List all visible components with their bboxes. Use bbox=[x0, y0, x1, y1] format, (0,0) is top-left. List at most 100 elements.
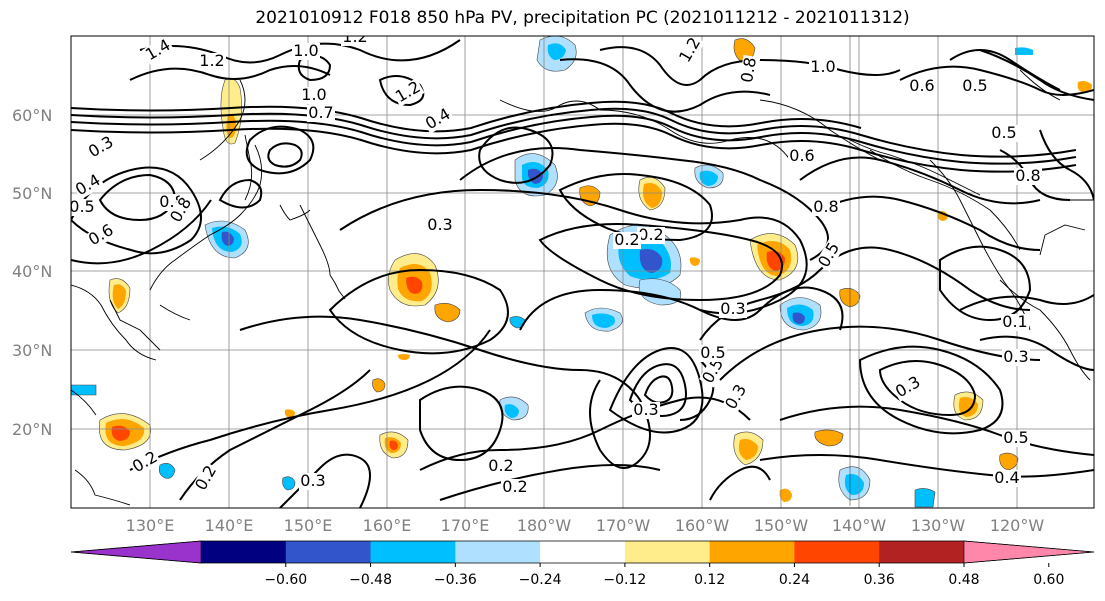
precip-area bbox=[914, 488, 936, 508]
pv-contour bbox=[478, 126, 554, 184]
contour-label: 0.5 bbox=[1003, 428, 1028, 447]
coastline bbox=[849, 139, 981, 196]
colorbar-segment bbox=[540, 541, 626, 563]
lat-label: 40°N bbox=[12, 262, 52, 281]
colorbar-segment bbox=[201, 541, 287, 563]
coastline bbox=[244, 134, 253, 201]
contour-label-bg bbox=[719, 301, 747, 318]
lon-label: 170°E bbox=[441, 516, 490, 535]
precip-area bbox=[282, 476, 296, 491]
lat-label: 30°N bbox=[12, 341, 52, 360]
pv-contour bbox=[899, 65, 1094, 96]
lon-label: 150°W bbox=[754, 516, 809, 535]
contour-label-bg bbox=[815, 238, 844, 272]
colorbar: −0.60 −0.48 −0.36 −0.24 −0.12 0.12 0.24 0.36 0.4… bbox=[70, 540, 1095, 588]
pv-contours bbox=[71, 39, 1094, 508]
lon-label: 120°W bbox=[990, 516, 1045, 535]
contour-label-bg bbox=[141, 36, 175, 65]
contour-label-bg bbox=[699, 345, 727, 362]
lon-label: 170°W bbox=[596, 516, 651, 535]
coastline bbox=[329, 274, 346, 300]
coastline bbox=[299, 204, 331, 276]
lat-label: 60°N bbox=[12, 106, 52, 125]
pv-contour bbox=[979, 49, 1094, 101]
colorbar-segment bbox=[709, 541, 795, 563]
coastline bbox=[199, 79, 246, 161]
pv-contour bbox=[979, 335, 1094, 371]
contour-label-bg bbox=[299, 473, 327, 490]
precip-area bbox=[221, 231, 234, 246]
pv-contour bbox=[419, 396, 751, 471]
pv-contour bbox=[538, 223, 783, 302]
lon-label: 150°E bbox=[284, 516, 333, 535]
contour-label-bg bbox=[292, 43, 320, 60]
contour-label: 0.6 bbox=[789, 146, 814, 165]
pv-contour bbox=[245, 125, 315, 175]
lon-label: 130°W bbox=[911, 516, 966, 535]
lon-label: 140°W bbox=[832, 516, 887, 535]
precip-area bbox=[389, 440, 398, 450]
contour-label: 0.8 bbox=[1015, 166, 1040, 185]
pv-contour bbox=[267, 142, 303, 168]
contour-label-bg bbox=[192, 461, 221, 495]
contour-label-bg bbox=[307, 105, 335, 122]
pv-contour bbox=[129, 65, 331, 81]
pv-contour bbox=[779, 405, 1094, 456]
colorbar-tick-label: −0.12 bbox=[603, 572, 646, 588]
contour-label-bg bbox=[613, 232, 641, 249]
contour-label-bg bbox=[1002, 430, 1030, 447]
precip-area bbox=[689, 257, 700, 266]
pv-contour bbox=[799, 156, 1041, 205]
contour-label-bg bbox=[426, 217, 454, 234]
colorbar-tick-label: 0.36 bbox=[864, 572, 895, 588]
pv-contour bbox=[459, 147, 829, 261]
precip-area bbox=[504, 404, 519, 418]
precip-area bbox=[1015, 47, 1033, 55]
colorbar-tick-label: −0.24 bbox=[519, 572, 562, 588]
pv-contour bbox=[139, 39, 461, 64]
precip-area bbox=[220, 78, 242, 145]
contour-label-bg bbox=[908, 78, 936, 95]
contour-label: 0.8 bbox=[813, 197, 838, 216]
contour-label-bg bbox=[738, 54, 761, 86]
pv-contour bbox=[599, 46, 901, 86]
contour-label-bg bbox=[993, 470, 1021, 487]
contour-label-bg bbox=[788, 148, 816, 165]
precip-area bbox=[738, 438, 758, 460]
contour-label-bg bbox=[421, 105, 455, 134]
contour-label-bg bbox=[632, 402, 660, 419]
precip-area bbox=[406, 276, 423, 294]
pv-contour bbox=[558, 173, 713, 242]
precip-area bbox=[112, 284, 126, 309]
lon-label: 160°E bbox=[363, 516, 412, 535]
contour-label-bg bbox=[990, 125, 1018, 142]
coastline bbox=[1039, 224, 1086, 256]
colorbar-tick-label: 0.60 bbox=[1033, 572, 1064, 588]
lon-label: 130°E bbox=[126, 516, 175, 535]
pv-contour bbox=[71, 114, 1077, 165]
precip-area bbox=[643, 183, 662, 208]
precip-area bbox=[814, 429, 844, 447]
contour-label-bg bbox=[891, 373, 925, 402]
contour-label-bg bbox=[487, 458, 515, 475]
coastline bbox=[74, 469, 131, 506]
pv-contour bbox=[218, 178, 263, 209]
contour-label-bg bbox=[637, 227, 665, 244]
longitude-labels: 130°E 140°E 150°E 160°E 170°E 180°W 170°… bbox=[126, 516, 1045, 535]
pv-contour bbox=[328, 268, 509, 355]
contour-label-bg bbox=[501, 479, 529, 496]
colorbar-segment bbox=[455, 541, 541, 563]
precip-area bbox=[766, 250, 785, 271]
contour-label: 0.3 bbox=[720, 299, 745, 318]
colorbar-segment bbox=[879, 541, 965, 563]
contour-label: 0.3 bbox=[300, 471, 325, 490]
precip-area bbox=[592, 313, 615, 328]
pv-contour bbox=[378, 75, 425, 107]
coastline bbox=[279, 204, 311, 221]
colorbar-extend-high bbox=[963, 540, 1095, 564]
pv-contour bbox=[71, 100, 862, 133]
pv-contour bbox=[1039, 129, 1094, 201]
pv-contour bbox=[949, 49, 1061, 91]
contour-label: 0.5 bbox=[962, 76, 987, 95]
